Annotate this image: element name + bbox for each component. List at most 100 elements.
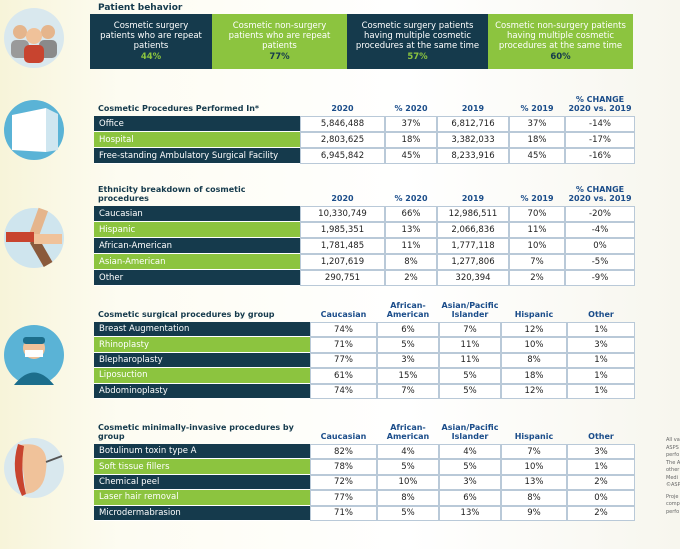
table-cell: -9% <box>565 270 635 286</box>
table-cell: 7% <box>509 254 565 270</box>
table-cell: 11% <box>509 222 565 238</box>
table-cell: 5% <box>439 368 501 384</box>
row-label: African-American <box>94 238 300 254</box>
table-cell: 2% <box>509 270 565 286</box>
table-cell: 3% <box>567 337 635 353</box>
side-note: All va <box>666 437 680 443</box>
table-cell: 1,777,118 <box>437 238 509 254</box>
column-header: Caucasian <box>320 431 367 441</box>
table-cell: 6% <box>377 322 439 338</box>
column-header: 2019 <box>461 103 485 113</box>
table-cell: 13% <box>439 505 501 521</box>
table-cell: -16% <box>565 148 635 164</box>
table-cell: 4% <box>439 444 501 460</box>
table-cell: 1% <box>567 352 635 369</box>
side-note: The A <box>666 459 680 466</box>
table-cell: 77% <box>310 490 377 506</box>
row-label: Liposuction <box>94 368 310 384</box>
table-cell: 7% <box>377 383 439 399</box>
behavior-box: Cosmetic non-surgery patients having mul… <box>488 14 633 69</box>
table-cell: 290,751 <box>300 270 385 286</box>
column-header: Asian/Pacific Islander <box>441 301 499 319</box>
column-header: African-American <box>386 423 430 441</box>
table-cell: 37% <box>385 116 437 132</box>
side-note: Medi <box>666 474 678 481</box>
hands-icon <box>4 207 64 268</box>
table-cell: 5,846,488 <box>300 116 385 132</box>
table-cell: 12% <box>501 383 567 399</box>
table-cell: -20% <box>565 206 635 222</box>
row-label: Rhinoplasty <box>94 337 310 353</box>
table-cell: 2% <box>567 474 635 491</box>
table-cell: 7% <box>501 444 567 460</box>
table-cell: 18% <box>385 132 437 148</box>
behavior-box: Cosmetic surgery patients having multipl… <box>347 14 488 69</box>
table-heading: Ethnicity breakdown of cosmetic procedur… <box>98 184 246 203</box>
column-header: African-American <box>386 301 430 319</box>
column-header: Other <box>588 431 614 441</box>
table-cell: 8% <box>501 352 567 369</box>
table-cell: 66% <box>385 206 437 222</box>
table-cell: 72% <box>310 474 377 491</box>
table-cell: 0% <box>567 490 635 506</box>
box-label: Cosmetic non-surgery patients who are re… <box>228 20 331 51</box>
box-label: Cosmetic surgery patients having multipl… <box>355 20 480 51</box>
table-cell: 74% <box>310 322 377 338</box>
table-heading: Cosmetic minimally-invasive procedures b… <box>98 422 294 441</box>
table-cell: 5% <box>439 383 501 399</box>
table-cell: 10,330,749 <box>300 206 385 222</box>
behavior-box: Cosmetic non-surgery patients who are re… <box>212 14 347 69</box>
face-icon <box>4 438 64 498</box>
table-cell: 6% <box>439 490 501 506</box>
table-cell: 12% <box>501 322 567 338</box>
row-label: Botulinum toxin type A <box>94 444 310 460</box>
table-cell: 11% <box>385 238 437 254</box>
row-label: Breast Augmentation <box>94 322 310 338</box>
table-cell: 71% <box>310 337 377 353</box>
table-cell: 320,394 <box>437 270 509 286</box>
column-header: 2020 <box>331 193 354 203</box>
doctor-icon <box>4 325 64 385</box>
table-cell: 70% <box>509 206 565 222</box>
table-cell: 5% <box>377 459 439 475</box>
box-value: 77% <box>269 52 290 63</box>
table-cell: 18% <box>501 368 567 384</box>
table-cell: 71% <box>310 505 377 521</box>
icons <box>4 8 64 498</box>
column-header: % 2019 <box>520 103 554 113</box>
table-heading: Cosmetic Procedures Performed In* <box>98 103 260 113</box>
table-cell: 2,803,625 <box>300 132 385 148</box>
table-cell: 7% <box>439 322 501 338</box>
table-cell: 11% <box>439 337 501 353</box>
table-cell: 37% <box>509 116 565 132</box>
table-cell: 10% <box>501 337 567 353</box>
row-label: Soft tissue fillers <box>94 459 310 475</box>
row-label: Abdominoplasty <box>94 383 310 399</box>
table-cell: 82% <box>310 444 377 460</box>
table-cell: 11% <box>439 352 501 369</box>
table-cell: 45% <box>385 148 437 164</box>
table-cell: 77% <box>310 352 377 369</box>
column-header: % CHANGE 2020 vs. 2019 <box>568 95 632 113</box>
column-header: Caucasian <box>320 309 367 319</box>
table-cell: 2,066,836 <box>437 222 509 238</box>
table-cell: 10% <box>377 474 439 491</box>
table-cell: -14% <box>565 116 635 132</box>
row-label: Other <box>94 270 300 286</box>
table-cell: 8,233,916 <box>437 148 509 164</box>
table-cell: 1,277,806 <box>437 254 509 270</box>
table-cell: -5% <box>565 254 635 270</box>
table-cell: 2% <box>567 505 635 521</box>
table-cell: 1% <box>567 368 635 384</box>
table-cell: 61% <box>310 368 377 384</box>
row-label: Chemical peel <box>94 474 310 491</box>
column-header: Hispanic <box>514 431 554 441</box>
table-cell: 10% <box>501 459 567 475</box>
people-icon <box>4 8 64 68</box>
table-cell: 8% <box>385 254 437 270</box>
table-cell: 1% <box>567 322 635 338</box>
table-cell: 18% <box>509 132 565 148</box>
section-title: Patient behavior <box>98 2 183 13</box>
row-label: Free-standing Ambulatory Surgical Facili… <box>94 148 300 164</box>
table-cell: 0% <box>565 238 635 254</box>
